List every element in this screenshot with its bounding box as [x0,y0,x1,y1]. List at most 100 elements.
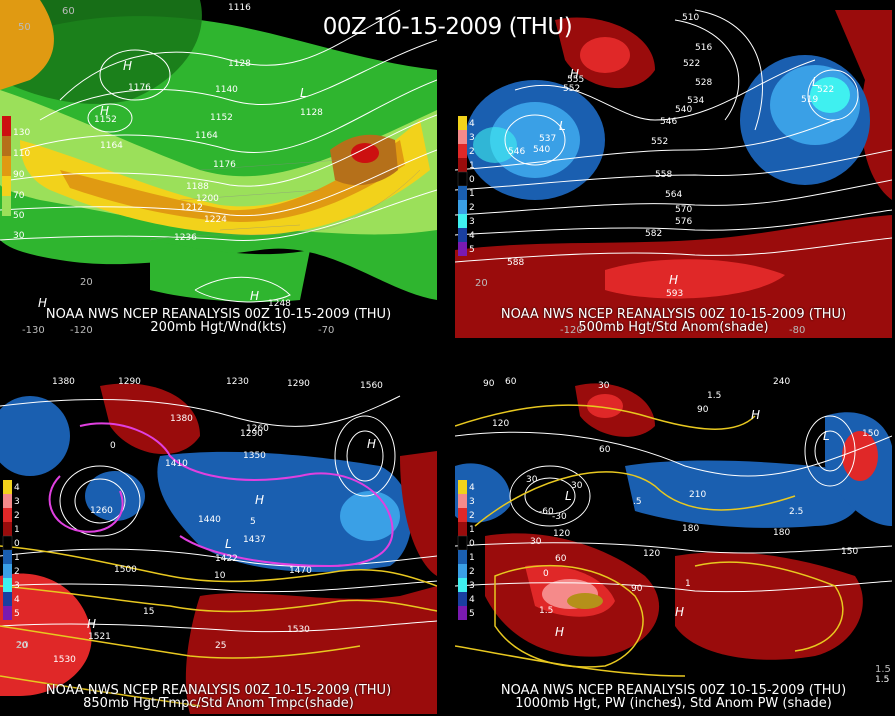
svg-text:0: 0 [14,539,20,549]
pw-label: 1 [685,579,691,589]
contour-label: 519 [801,95,818,105]
high-pressure-label: H [570,67,579,81]
svg-text:2: 2 [14,511,20,521]
contour-label: 1200 [196,194,219,204]
pw-label: 2.5 [789,507,803,517]
wind-max-red [351,143,379,163]
low-pressure-label: L [559,119,566,133]
map-850mb: 1380 1290 1230 1290 1560 1380 1260 1290 … [0,376,437,714]
height-contours [455,9,892,263]
lat-label: 20 [16,640,29,651]
pw-contours [455,404,844,677]
svg-text:1: 1 [469,189,475,199]
contour-label: 555 [567,75,584,85]
contour-label: 540 [675,105,692,115]
contour-label: 534 [687,96,704,106]
panel-footer-source: NOAA NWS NCEP REANALYSIS 00Z 10-15-2009 … [500,307,847,322]
svg-text:3: 3 [469,497,475,507]
lon-label: -130 [22,325,45,336]
contour-label: 1422 [215,554,238,564]
svg-text:3: 3 [469,133,475,143]
contour-label: 60 [505,377,517,387]
lon-label: -70 [318,325,334,336]
contour-label: 90 [697,405,709,415]
contour-label: 1248 [268,299,291,309]
svg-text:1: 1 [14,553,20,563]
anom-positive-south2 [185,586,437,714]
pw-label: .5 [633,497,642,507]
contour-label: 1410 [165,459,188,469]
contour-label: 540 [533,145,550,155]
temp-label: 20 [16,641,28,651]
contour-label: 180 [682,524,699,534]
contour-label: 1224 [204,215,227,225]
svg-text:4: 4 [14,483,20,493]
svg-text:1: 1 [14,525,20,535]
contour-label: 240 [773,377,790,387]
lat-label: 1.5 [875,664,891,675]
svg-text:2: 2 [469,203,475,213]
anom-negative-east-inner [810,77,850,113]
high-pressure-label: H [367,437,376,451]
contour-label: 1260 [90,506,113,516]
pw-label: 1.5 [875,675,889,685]
panel-footer-field: 500mb Hgt/Std Anom(shade) [578,320,769,335]
svg-text:1: 1 [469,525,475,535]
anomaly-color-scale: 4 3 2 1 0 1 2 3 4 5 [457,116,475,256]
contour-label: 1437 [243,535,266,545]
contour-label: 1290 [118,377,141,387]
contour-label: 1440 [198,515,221,525]
contour-label: 1380 [52,377,75,387]
contour-label: 1530 [287,625,310,635]
map-200mb: 1116 1128 1140 1152 1164 1176 1188 1200 … [0,0,437,338]
contour-label: 1290 [240,429,263,439]
contour-label: 1230 [226,377,249,387]
contour-label: 1236 [174,233,197,243]
panel-footer-source: NOAA NWS NCEP REANALYSIS 00Z 10-15-2009 … [500,683,847,698]
map-500mb: 510 516 522 528 534 540 546 552 558 564 … [455,0,892,338]
contour-label: 60 [555,554,567,564]
contour-label: 1290 [287,379,310,389]
anom-positive-north [100,383,200,455]
anomaly-color-scale: 4 3 2 1 0 1 2 3 4 5 [2,480,20,620]
svg-text:3: 3 [14,581,20,591]
contour-label: 593 [666,289,683,299]
svg-text:2: 2 [469,567,475,577]
contour-label: 120 [492,419,509,429]
high-pressure-label: H [669,273,678,287]
contour-label: 1521 [88,632,111,642]
anom-positive-south-yellow [567,593,603,609]
svg-text:3: 3 [14,497,20,507]
anom-negative-west-core [490,102,580,178]
anom-positive-south [0,573,92,696]
svg-text:50: 50 [13,211,25,221]
contour-label: 1152 [210,113,233,123]
contour-label: 1152 [94,115,117,125]
svg-text:2: 2 [469,147,475,157]
lat-label: 50 [18,22,31,33]
contour-label: 1116 [228,3,251,13]
temp-label: 5 [250,517,256,527]
contour-label: 588 [507,258,524,268]
panel-footer-source: NOAA NWS NCEP REANALYSIS 00Z 10-15-2009 … [45,683,392,698]
svg-text:1: 1 [469,161,475,171]
height-contours [0,9,437,303]
panel-footer-source: NOAA NWS NCEP REANALYSIS 00Z 10-15-2009 … [45,307,392,322]
contour-label: 120 [553,529,570,539]
contour-label: 510 [682,13,699,23]
lat-label: 20 [475,278,488,289]
high-pressure-label: H [87,617,96,631]
svg-text:4: 4 [469,119,475,129]
contour-label: 30 [598,381,610,391]
contour-label: 537 [539,134,556,144]
contour-label: 546 [660,117,677,127]
high-pressure-label: H [100,104,109,118]
pw-label: 1.5 [539,606,553,616]
main-title: 00Z 10-15-2009 (THU) [322,14,573,40]
svg-text:3: 3 [469,217,475,227]
wind-band-upper-light [0,0,54,90]
contour-label: 150 [841,547,858,557]
contour-label: 522 [817,85,834,95]
contour-label: 1530 [53,655,76,665]
wind-band-lower-green [150,240,310,302]
